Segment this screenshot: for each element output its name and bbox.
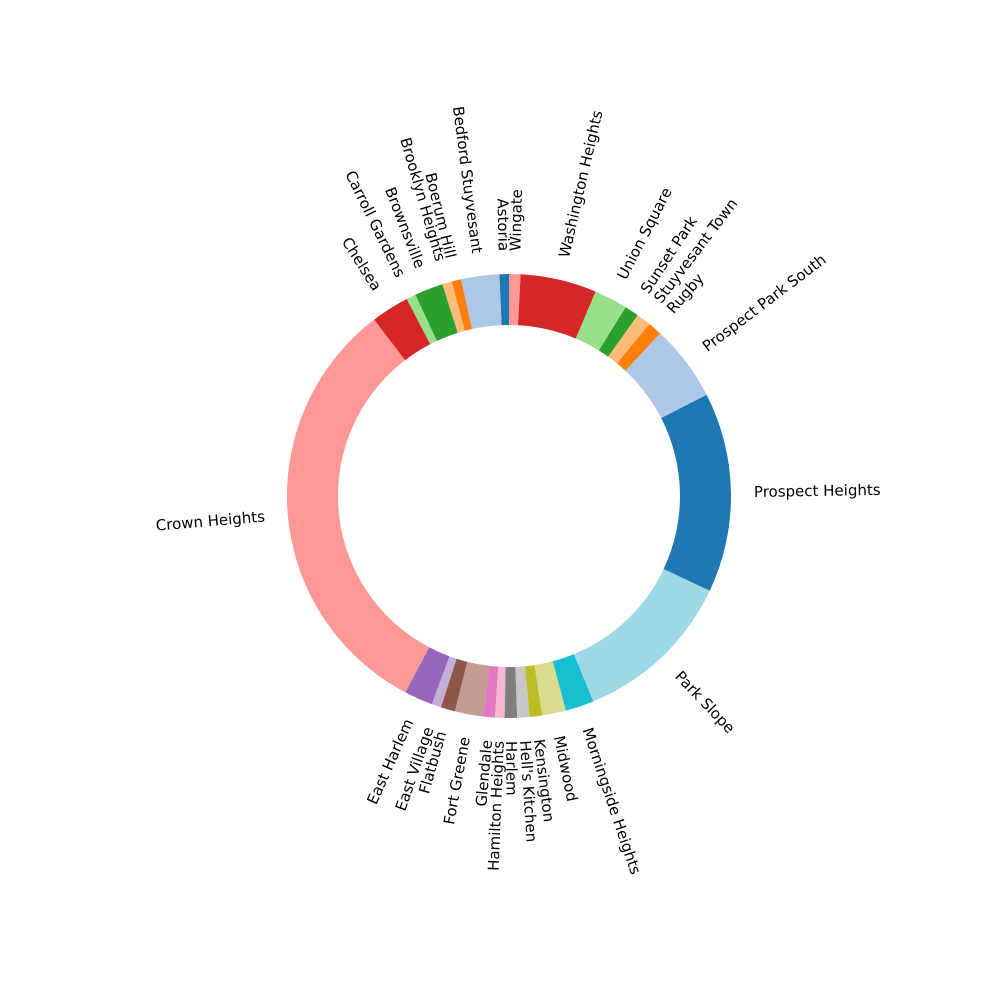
slice-label: Crown Heights — [155, 508, 266, 535]
slice-boerum-hill — [451, 279, 473, 331]
slice-astoria — [499, 274, 509, 326]
slice-prospect-heights — [661, 394, 731, 591]
slice-stuyvesant-town — [608, 315, 650, 364]
slice-park-slope — [573, 568, 710, 702]
slice-washington-heights — [517, 274, 596, 339]
slice-carroll-gardens — [406, 294, 437, 345]
slice-midwood — [534, 661, 566, 716]
slice-rugby — [617, 323, 661, 371]
slice-bedford-stuyvesant — [461, 274, 502, 330]
slice-harlem — [504, 666, 518, 718]
slice-morningside-heights — [552, 654, 594, 711]
slice-brooklyn-heights — [442, 281, 465, 333]
slice-glendale — [483, 665, 499, 718]
slice-label: Prospect Heights — [754, 481, 881, 501]
slice-crown-heights — [287, 319, 430, 693]
slice-chelsea — [374, 298, 431, 361]
slice-hell-s-kitchen — [515, 666, 530, 718]
slice-label: Morningside Heights — [579, 725, 645, 877]
slice-label: Washington Heights — [555, 109, 606, 260]
slice-wingate — [509, 274, 521, 326]
slice-fort-greene — [454, 661, 490, 717]
slice-sunset-park — [598, 307, 638, 357]
slice-label: Harlem — [502, 741, 520, 796]
slice-east-harlem — [405, 647, 450, 705]
slice-label: Wingate — [506, 189, 526, 251]
slice-hamilton-heights — [494, 666, 506, 718]
slice-label: Glendale — [472, 739, 496, 807]
slice-kensington — [524, 665, 543, 718]
slice-flatbush — [440, 658, 468, 712]
slice-east-village — [431, 656, 457, 708]
slice-label: Hamilton Heights — [484, 740, 507, 871]
slice-label: Prospect Park South — [699, 250, 830, 355]
slice-union-square — [575, 291, 626, 351]
slice-prospect-park-south — [625, 333, 707, 419]
slice-label: Astoria — [494, 198, 513, 251]
slice-brownsville — [415, 284, 458, 341]
slice-label: Park Slope — [671, 667, 738, 737]
